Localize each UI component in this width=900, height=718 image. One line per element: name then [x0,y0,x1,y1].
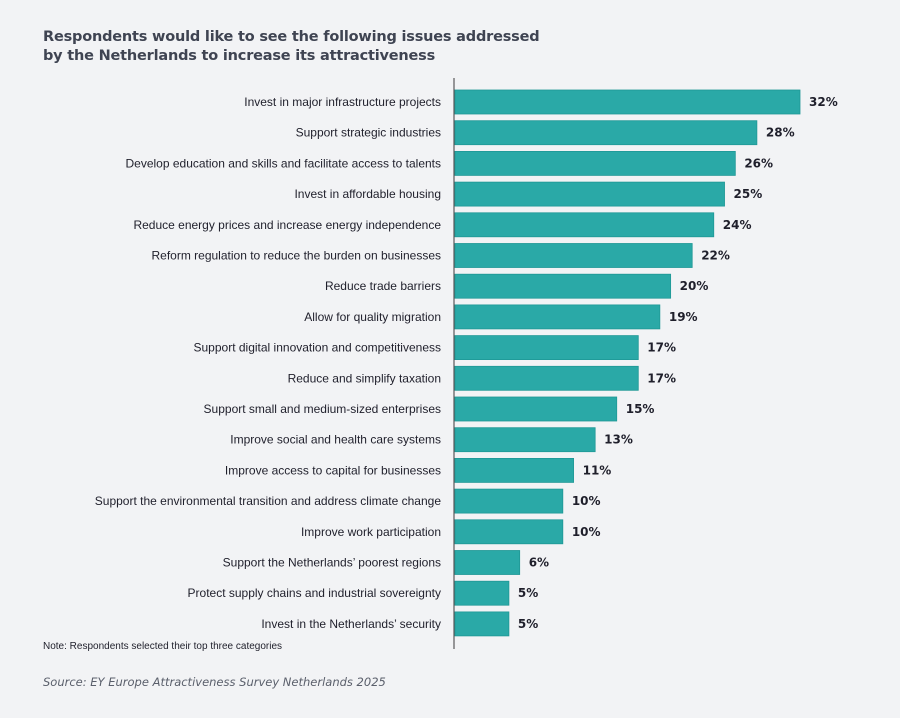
bar [454,89,801,115]
category-label: Reduce energy prices and increase energy… [133,218,441,232]
value-label: 32% [809,95,838,109]
category-label: Allow for quality migration [304,310,441,324]
category-label: Invest in affordable housing [294,187,441,201]
category-label: Improve work participation [301,525,441,539]
value-label: 19% [669,310,698,324]
value-label: 6% [529,556,549,570]
bar [454,580,510,606]
bar [454,120,758,146]
category-label: Reduce trade barriers [325,279,441,293]
bar [454,243,693,268]
category-label: Support small and medium-sized enterpris… [204,402,441,416]
category-labels-group: Invest in major infrastructure projects S… [95,95,442,631]
category-label: Support the environmental transition and… [95,494,442,508]
value-label: 5% [518,586,538,600]
value-label: 15% [626,402,655,416]
category-label: Invest in the Netherlands’ security [261,617,441,631]
value-labels-group: 32% 28% 26% 25% 24% 22% 20% 19% 17% 17% 15% 13% 11% 1… [518,95,838,631]
value-label: 10% [572,494,601,508]
bar [454,181,725,207]
category-label: Improve social and health care systems [230,433,441,447]
category-label: Reform regulation to reduce the burden o… [151,249,441,263]
value-label: 13% [604,433,633,447]
bar [454,212,715,238]
bar [454,519,564,545]
category-label: Improve access to capital for businesses [225,463,441,477]
category-label: Protect supply chains and industrial sov… [188,586,441,600]
value-label: 22% [701,249,730,263]
category-label: Develop education and skills and facilit… [125,156,441,170]
chart-title: Respondents would like to see the follow… [43,29,540,64]
bar [454,457,574,483]
category-label: Support the Netherlands’ poorest regions [223,556,441,570]
bar [454,335,639,361]
bar [454,611,510,637]
value-label: 17% [647,341,676,355]
bar [454,427,596,453]
category-label: Support digital innovation and competiti… [194,341,442,355]
value-label: 10% [572,525,601,539]
value-label: 20% [680,279,709,293]
bar [454,304,661,330]
category-label: Support strategic industries [296,126,441,140]
chart-source: Source: EY Europe Attractiveness Survey … [43,675,386,689]
value-label: 28% [766,126,795,140]
bar [454,365,639,391]
value-label: 24% [723,218,752,232]
value-label: 25% [734,187,763,201]
bar [454,150,736,176]
bar [454,550,521,575]
value-label: 26% [744,156,773,170]
value-label: 11% [583,463,612,477]
value-label: 5% [518,617,538,631]
category-label: Reduce and simplify taxation [288,371,441,385]
bar [454,488,564,514]
value-label: 17% [647,371,676,385]
bar [454,396,618,422]
bars-group [454,89,801,637]
chart-note: Note: Respondents selected their top thr… [43,641,283,652]
category-label: Invest in major infrastructure projects [244,95,441,109]
bar [454,273,672,299]
